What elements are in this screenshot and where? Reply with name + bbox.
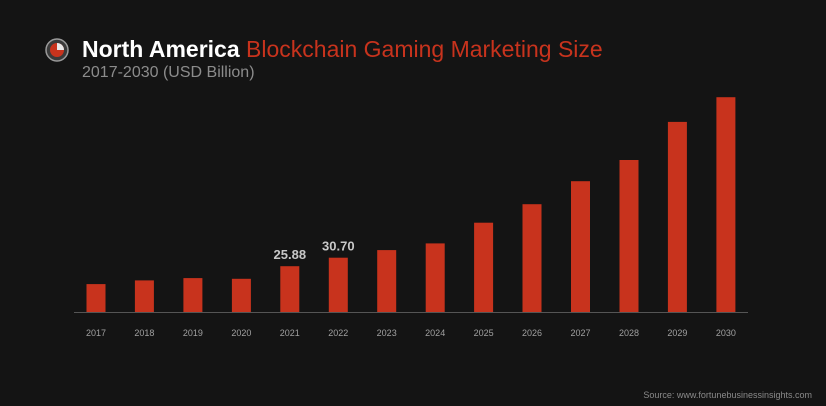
x-tick-label-2029: 2029 (667, 328, 687, 338)
bar-2024 (425, 243, 445, 312)
x-tick-label-2020: 2020 (231, 328, 251, 338)
pie-logo-icon (45, 38, 69, 62)
x-tick-label-2019: 2019 (183, 328, 203, 338)
bar-2028 (619, 160, 639, 312)
bar-2018 (134, 280, 154, 312)
bar-2026 (522, 204, 542, 312)
chart-subtitle: 2017-2030 (USD Billion) (82, 64, 255, 81)
bar-2019 (183, 278, 203, 312)
bar-2022 (328, 257, 348, 312)
x-tick-label-2030: 2030 (716, 328, 736, 338)
chart-title-region: North America (82, 36, 240, 62)
x-tick-label-2021: 2021 (280, 328, 300, 338)
x-tick-label-2018: 2018 (134, 328, 154, 338)
x-tick-label-2022: 2022 (328, 328, 348, 338)
source-note: Source: www.fortunebusinessinsights.com (643, 390, 812, 400)
data-label-2021: 25.88 (274, 247, 307, 262)
chart-title-rest: Blockchain Gaming Marketing Size (246, 36, 603, 62)
x-tick-label-2023: 2023 (377, 328, 397, 338)
x-tick-label-2027: 2027 (570, 328, 590, 338)
bar-2023 (377, 250, 397, 312)
bar-2021 (280, 266, 300, 312)
bar-2027 (571, 181, 590, 312)
bar-2030 (716, 97, 736, 312)
bar-2029 (667, 121, 687, 313)
bar-2025 (474, 222, 494, 312)
data-label-2022: 30.70 (322, 239, 355, 254)
x-tick-label-2026: 2026 (522, 328, 542, 338)
x-tick-label-2017: 2017 (86, 328, 106, 338)
chart-title: North America Blockchain Gaming Marketin… (82, 34, 603, 64)
x-tick-label-2024: 2024 (425, 328, 445, 338)
x-tick-label-2028: 2028 (619, 328, 639, 338)
x-tick-label-2025: 2025 (474, 328, 494, 338)
bar-2017 (86, 284, 106, 312)
bar-2020 (231, 278, 251, 312)
